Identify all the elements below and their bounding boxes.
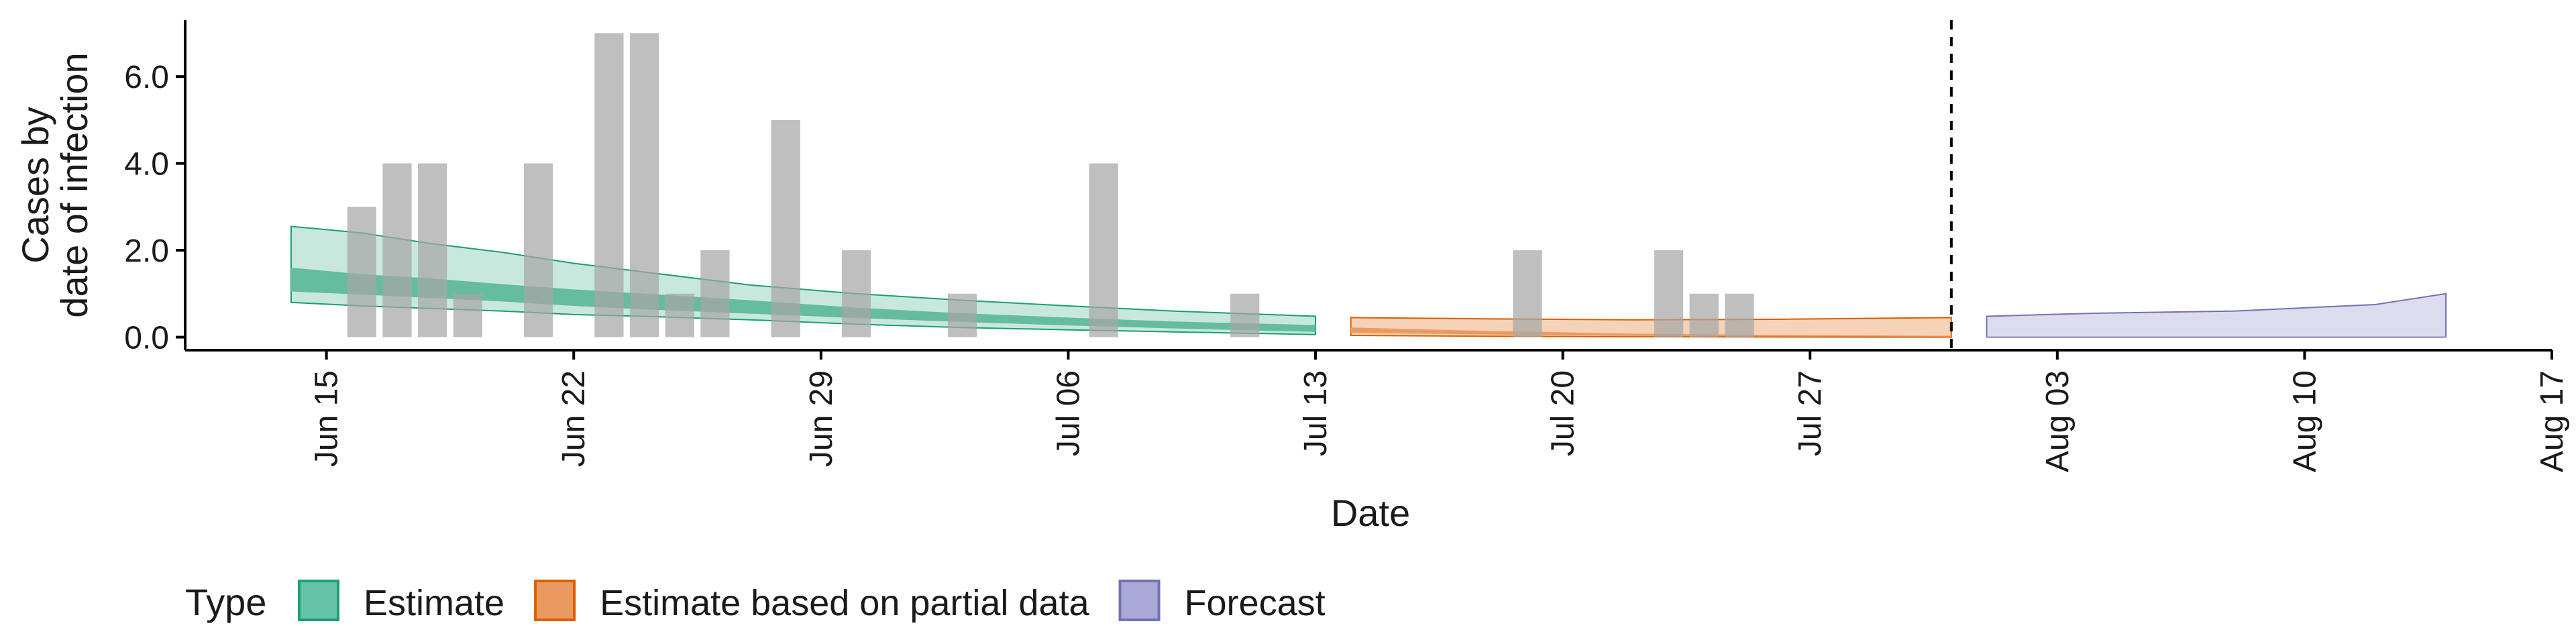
y-tick-label: 6.0 <box>124 60 169 95</box>
x-axis-label: Date <box>1331 492 1410 534</box>
legend-label: Estimate <box>364 583 504 623</box>
case-bar <box>1230 293 1260 337</box>
legend-key <box>534 580 576 621</box>
observed-case-bars <box>347 33 1754 337</box>
y-axis-label-line-1: Cases by <box>14 107 56 263</box>
case-bar <box>418 163 447 337</box>
y-axis-ticks: 0.0 2.0 4.0 6.0 <box>124 60 185 356</box>
x-tick-label: Aug 10 <box>2287 370 2322 472</box>
x-tick-label: Jul 20 <box>1546 370 1581 456</box>
legend-label: Forecast <box>1185 583 1326 623</box>
legend: Type Estimate Estimate based on partial d… <box>185 580 1326 623</box>
case-bar <box>382 163 412 337</box>
forecast-ribbon-90 <box>1986 292 2447 338</box>
legend-title: Type <box>185 581 266 623</box>
case-bar <box>629 33 659 337</box>
x-tick-label: Jul 27 <box>1792 370 1828 456</box>
y-tick-label: 0.0 <box>124 321 169 356</box>
y-tick-label: 4.0 <box>124 147 169 182</box>
forecast-ribbon-50 <box>1986 336 2446 337</box>
x-tick-label: Jun 29 <box>804 370 839 467</box>
estimate-based-on-partial-data-ribbon-50 <box>1350 327 1951 337</box>
case-bar <box>1689 293 1719 337</box>
case-bar <box>524 163 553 337</box>
y-axis-label-line-2: date of infection <box>53 52 95 317</box>
case-bar <box>1654 250 1684 337</box>
x-tick-label: Aug 03 <box>2040 370 2076 472</box>
case-bar <box>947 293 977 337</box>
case-bar <box>347 207 376 337</box>
estimate-ribbon-50 <box>291 268 1316 332</box>
x-axis-ticks: Jun 15 Jun 22 Jun 29 Jul 06 Jul 13 Jul 20 Jul … <box>309 350 2570 472</box>
x-tick-label: Jun 15 <box>309 370 345 467</box>
case-bar <box>1513 250 1542 337</box>
legend-key <box>298 580 339 621</box>
x-tick-label: Aug 17 <box>2534 370 2570 472</box>
legend-key <box>1118 580 1161 621</box>
case-bar <box>453 293 482 337</box>
case-bar <box>771 119 800 337</box>
case-bar <box>594 33 624 337</box>
case-bar <box>841 250 871 337</box>
case-bar <box>665 293 694 337</box>
x-tick-label: Jun 22 <box>556 370 592 467</box>
y-tick-label: 2.0 <box>124 233 169 269</box>
x-tick-label: Jul 13 <box>1298 370 1334 456</box>
case-bar <box>1089 163 1118 337</box>
axes <box>184 20 2552 352</box>
legend-label: Estimate based on partial data <box>600 583 1089 623</box>
case-bar <box>700 250 730 337</box>
x-tick-label: Jul 06 <box>1051 370 1086 456</box>
case-bar <box>1725 293 1754 337</box>
